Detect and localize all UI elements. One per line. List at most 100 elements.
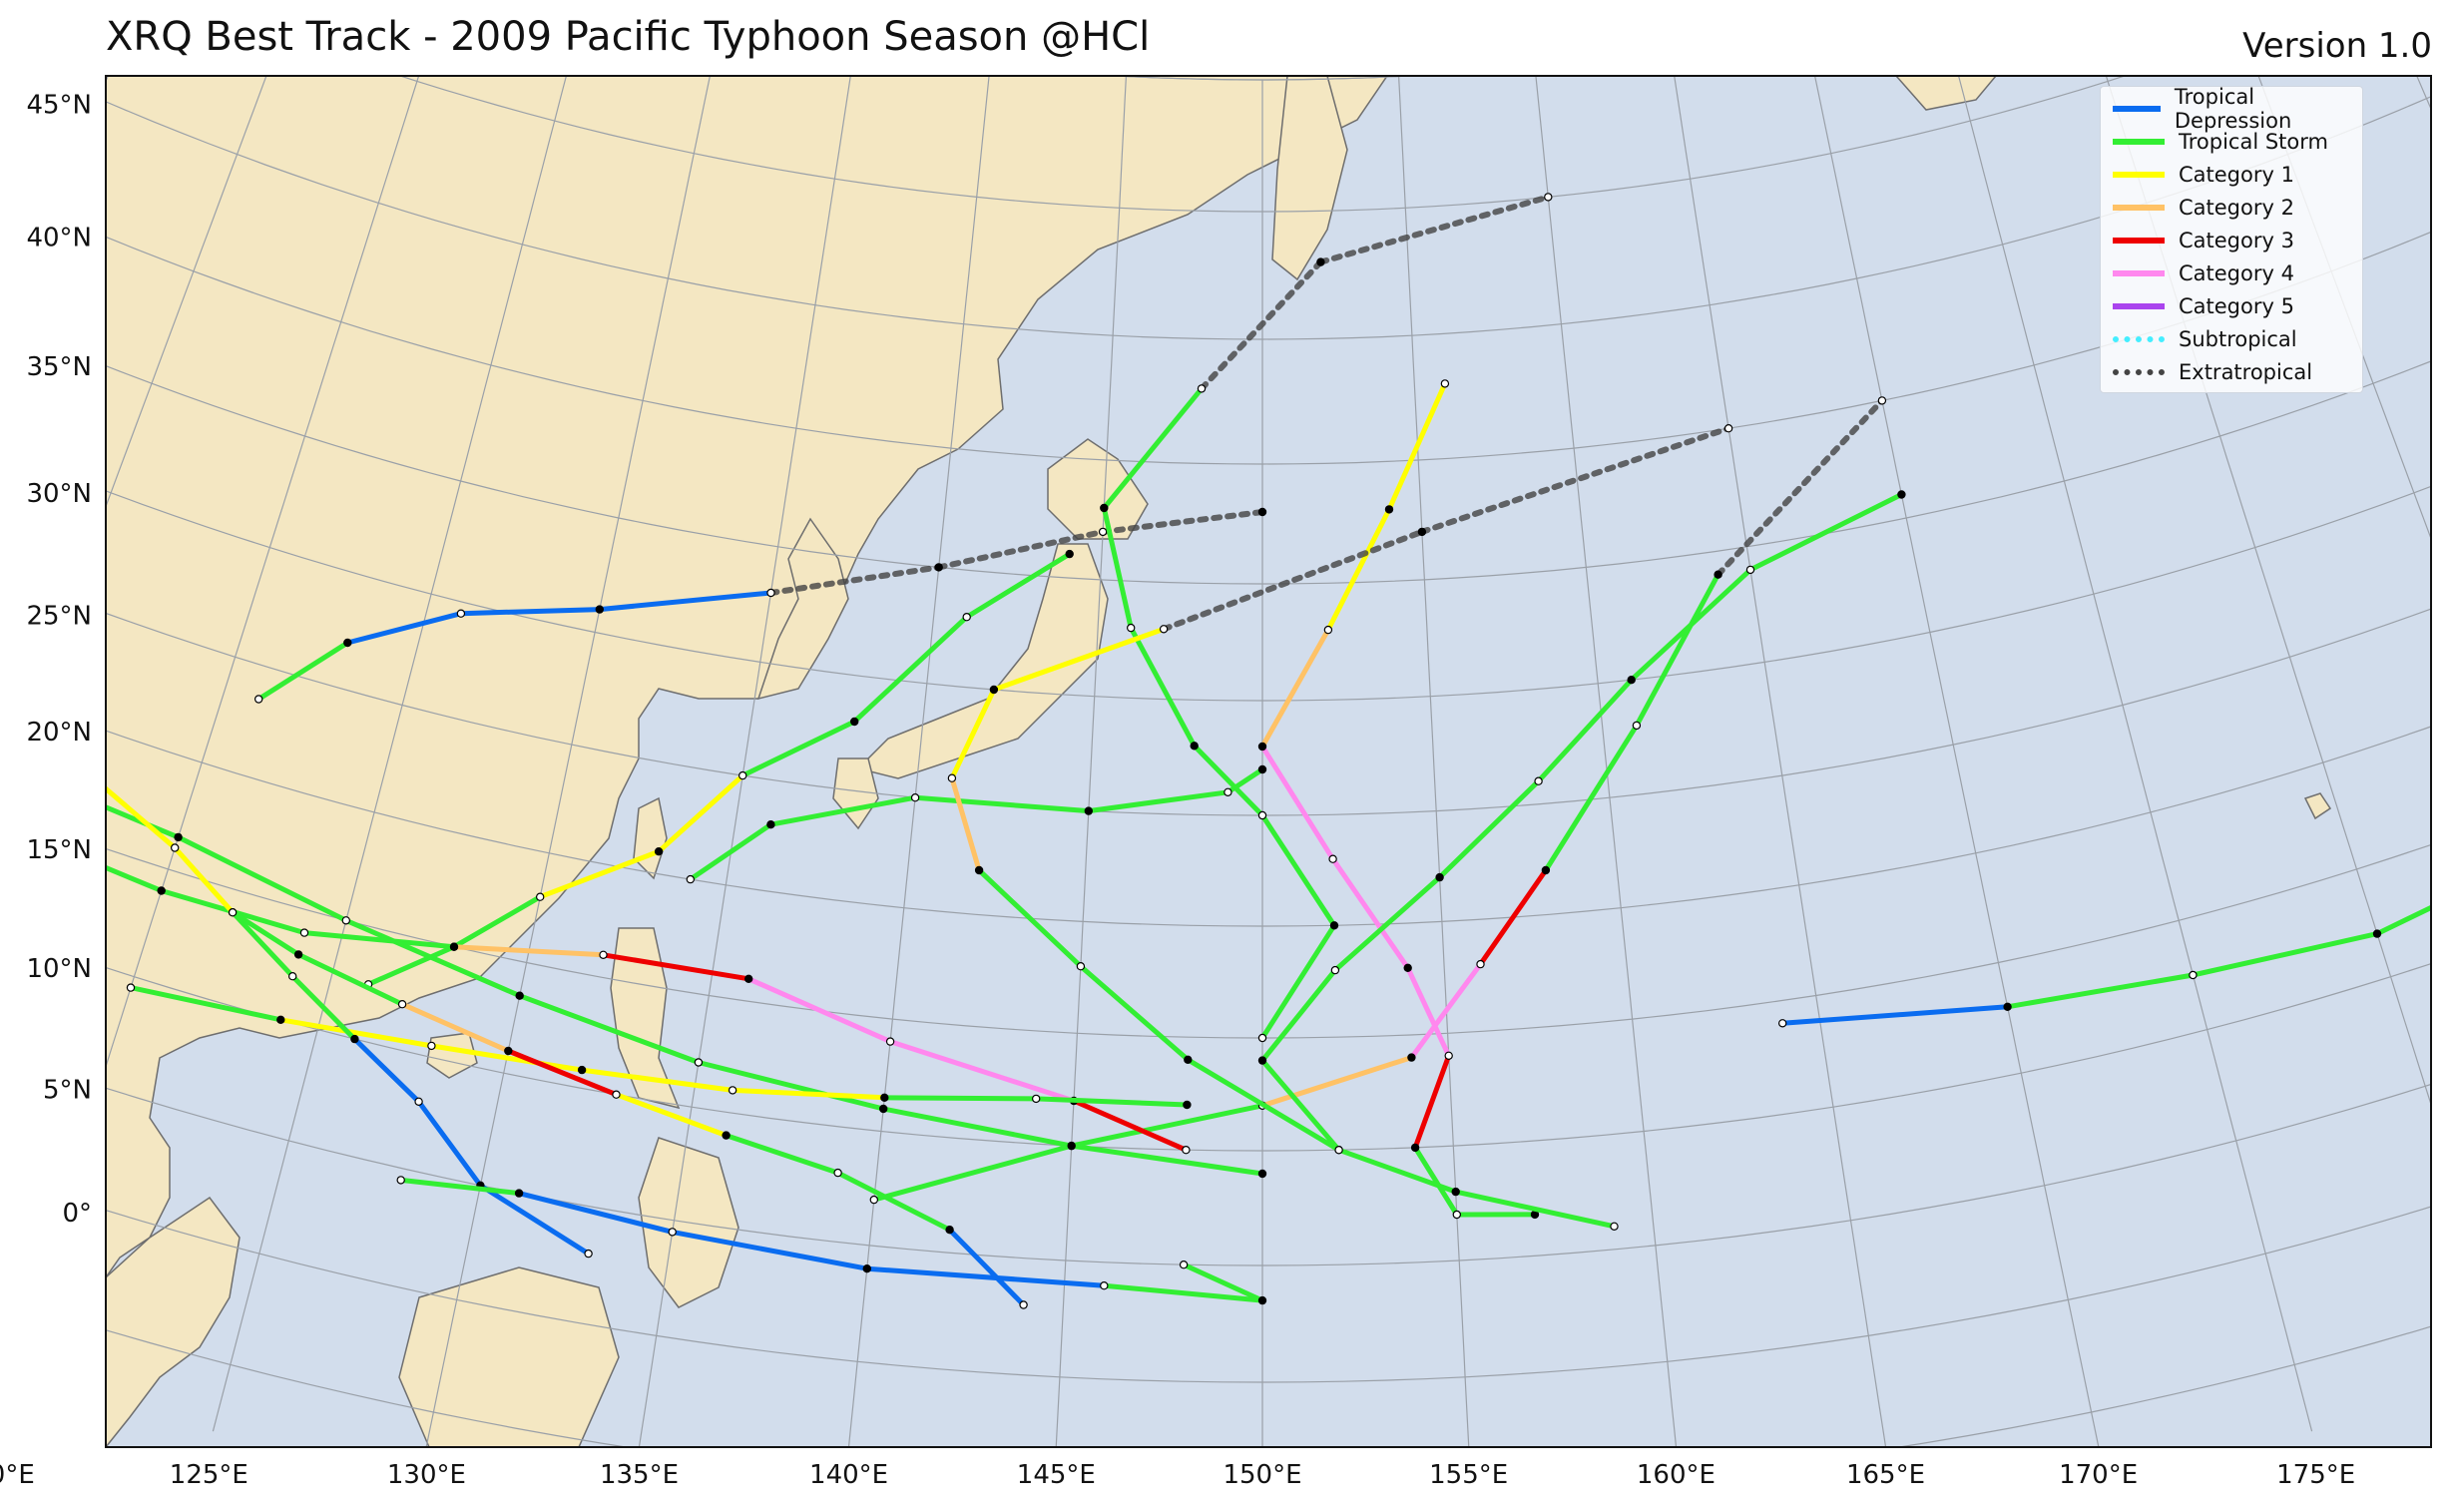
track-point bbox=[962, 613, 971, 622]
parallel-line bbox=[1106, 76, 1419, 81]
track-point bbox=[885, 1037, 895, 1046]
track-point bbox=[1541, 865, 1551, 875]
track-segment bbox=[0, 668, 9, 766]
track-segment bbox=[230, 909, 301, 957]
track-segment bbox=[739, 719, 857, 778]
track-segment bbox=[1412, 1145, 1460, 1218]
track-segment bbox=[1634, 572, 1721, 729]
track-point bbox=[504, 1046, 513, 1056]
track-point bbox=[81, 767, 88, 774]
legend-item: Category 1 bbox=[2113, 161, 2294, 189]
track-point bbox=[1323, 625, 1333, 635]
track-point bbox=[974, 865, 984, 875]
longitude-label: 145°E bbox=[1017, 1460, 1096, 1490]
track-segment bbox=[881, 1095, 1039, 1102]
track-point bbox=[833, 1168, 842, 1178]
legend-label: Category 1 bbox=[2179, 163, 2294, 187]
track-segment bbox=[537, 848, 662, 900]
track-segment bbox=[1101, 505, 1134, 631]
track-point bbox=[694, 1058, 704, 1067]
track-point bbox=[722, 1131, 731, 1140]
track-point bbox=[1076, 962, 1086, 971]
meridian-line bbox=[1055, 76, 1127, 1447]
longitude-label: 170°E bbox=[2059, 1460, 2138, 1490]
meridian-line bbox=[1674, 76, 1887, 1447]
track-segment bbox=[1192, 743, 1265, 818]
track-point bbox=[668, 1228, 677, 1237]
track-point bbox=[1745, 565, 1755, 575]
meridian-line bbox=[212, 76, 568, 1432]
track-segment bbox=[399, 1001, 511, 1054]
legend-swatch bbox=[2113, 139, 2165, 145]
meridian-line bbox=[1398, 76, 1470, 1447]
track-point bbox=[157, 886, 166, 895]
track-segment bbox=[1412, 1053, 1452, 1151]
track-segment bbox=[2190, 931, 2380, 978]
track-point bbox=[1257, 1169, 1267, 1179]
track-point bbox=[910, 793, 920, 802]
track-point bbox=[850, 717, 859, 727]
track-point bbox=[1440, 379, 1450, 388]
track-point bbox=[1100, 503, 1109, 513]
track-segment bbox=[1259, 1055, 1414, 1109]
track-segment bbox=[351, 1036, 422, 1105]
track-segment bbox=[1715, 397, 1885, 578]
longitude-labels: 105°E110°E115°E120°E125°E130°E135°E140°E… bbox=[0, 1460, 2355, 1490]
track-point bbox=[1329, 921, 1339, 930]
track-segment bbox=[947, 1227, 1027, 1307]
track-point bbox=[654, 847, 664, 856]
longitude-label: 160°E bbox=[1637, 1460, 1716, 1490]
latitude-label: 10°N bbox=[26, 954, 92, 984]
track-segment bbox=[835, 1170, 953, 1233]
track-segment bbox=[255, 640, 350, 702]
latitude-label: 15°N bbox=[26, 835, 92, 865]
track-segment bbox=[767, 564, 942, 596]
legend-swatch bbox=[2113, 270, 2165, 276]
legend-swatch bbox=[2113, 369, 2165, 375]
version-label: Version 1.0 bbox=[2242, 26, 2432, 66]
track-segment bbox=[1100, 509, 1265, 535]
track-segment bbox=[301, 930, 457, 950]
track-point bbox=[2189, 970, 2198, 980]
track-segment bbox=[1069, 1103, 1265, 1149]
track-segment bbox=[1386, 380, 1448, 512]
track-point bbox=[1632, 721, 1642, 731]
track-point bbox=[1197, 384, 1207, 393]
track-point bbox=[1627, 676, 1636, 685]
track-segment bbox=[1453, 1189, 1617, 1230]
track-segment bbox=[451, 944, 606, 958]
track-point bbox=[1183, 1100, 1192, 1110]
legend-item: Category 4 bbox=[2113, 259, 2294, 287]
track-point bbox=[456, 609, 466, 618]
track-point bbox=[1098, 527, 1108, 537]
track-point bbox=[869, 1195, 879, 1205]
track-point bbox=[1031, 1094, 1041, 1104]
longitude-label: 165°E bbox=[1846, 1460, 1925, 1490]
track-segment bbox=[172, 845, 236, 915]
map-title: XRQ Best Track - 2009 Pacific Typhoon Se… bbox=[106, 14, 1151, 60]
track-point bbox=[584, 1249, 593, 1259]
latitude-label: 35°N bbox=[26, 352, 92, 382]
track-point bbox=[1257, 1295, 1267, 1305]
track-point bbox=[536, 892, 545, 901]
track-segment bbox=[2005, 972, 2196, 1010]
track-segment bbox=[1078, 963, 1191, 1063]
legend: Tropical Depression Tropical Storm Categor… bbox=[2100, 85, 2363, 393]
track-point bbox=[1257, 507, 1267, 517]
latitude-label: 45°N bbox=[26, 91, 92, 121]
track-point bbox=[1452, 1210, 1462, 1220]
track-point bbox=[1384, 505, 1394, 514]
track-segment bbox=[1259, 812, 1337, 928]
track-point bbox=[1897, 490, 1906, 499]
track-segment bbox=[1747, 492, 1904, 573]
track-point bbox=[1417, 527, 1427, 537]
track-segment bbox=[1259, 627, 1331, 750]
longitude-label: 140°E bbox=[809, 1460, 888, 1490]
track-point bbox=[288, 972, 297, 981]
track-point bbox=[1084, 806, 1094, 815]
track-segment bbox=[880, 1106, 1075, 1149]
track-point bbox=[1403, 963, 1412, 973]
track-segment bbox=[1437, 778, 1542, 880]
longitude-label: 120°E bbox=[0, 1460, 35, 1490]
track-segment bbox=[1086, 789, 1230, 814]
